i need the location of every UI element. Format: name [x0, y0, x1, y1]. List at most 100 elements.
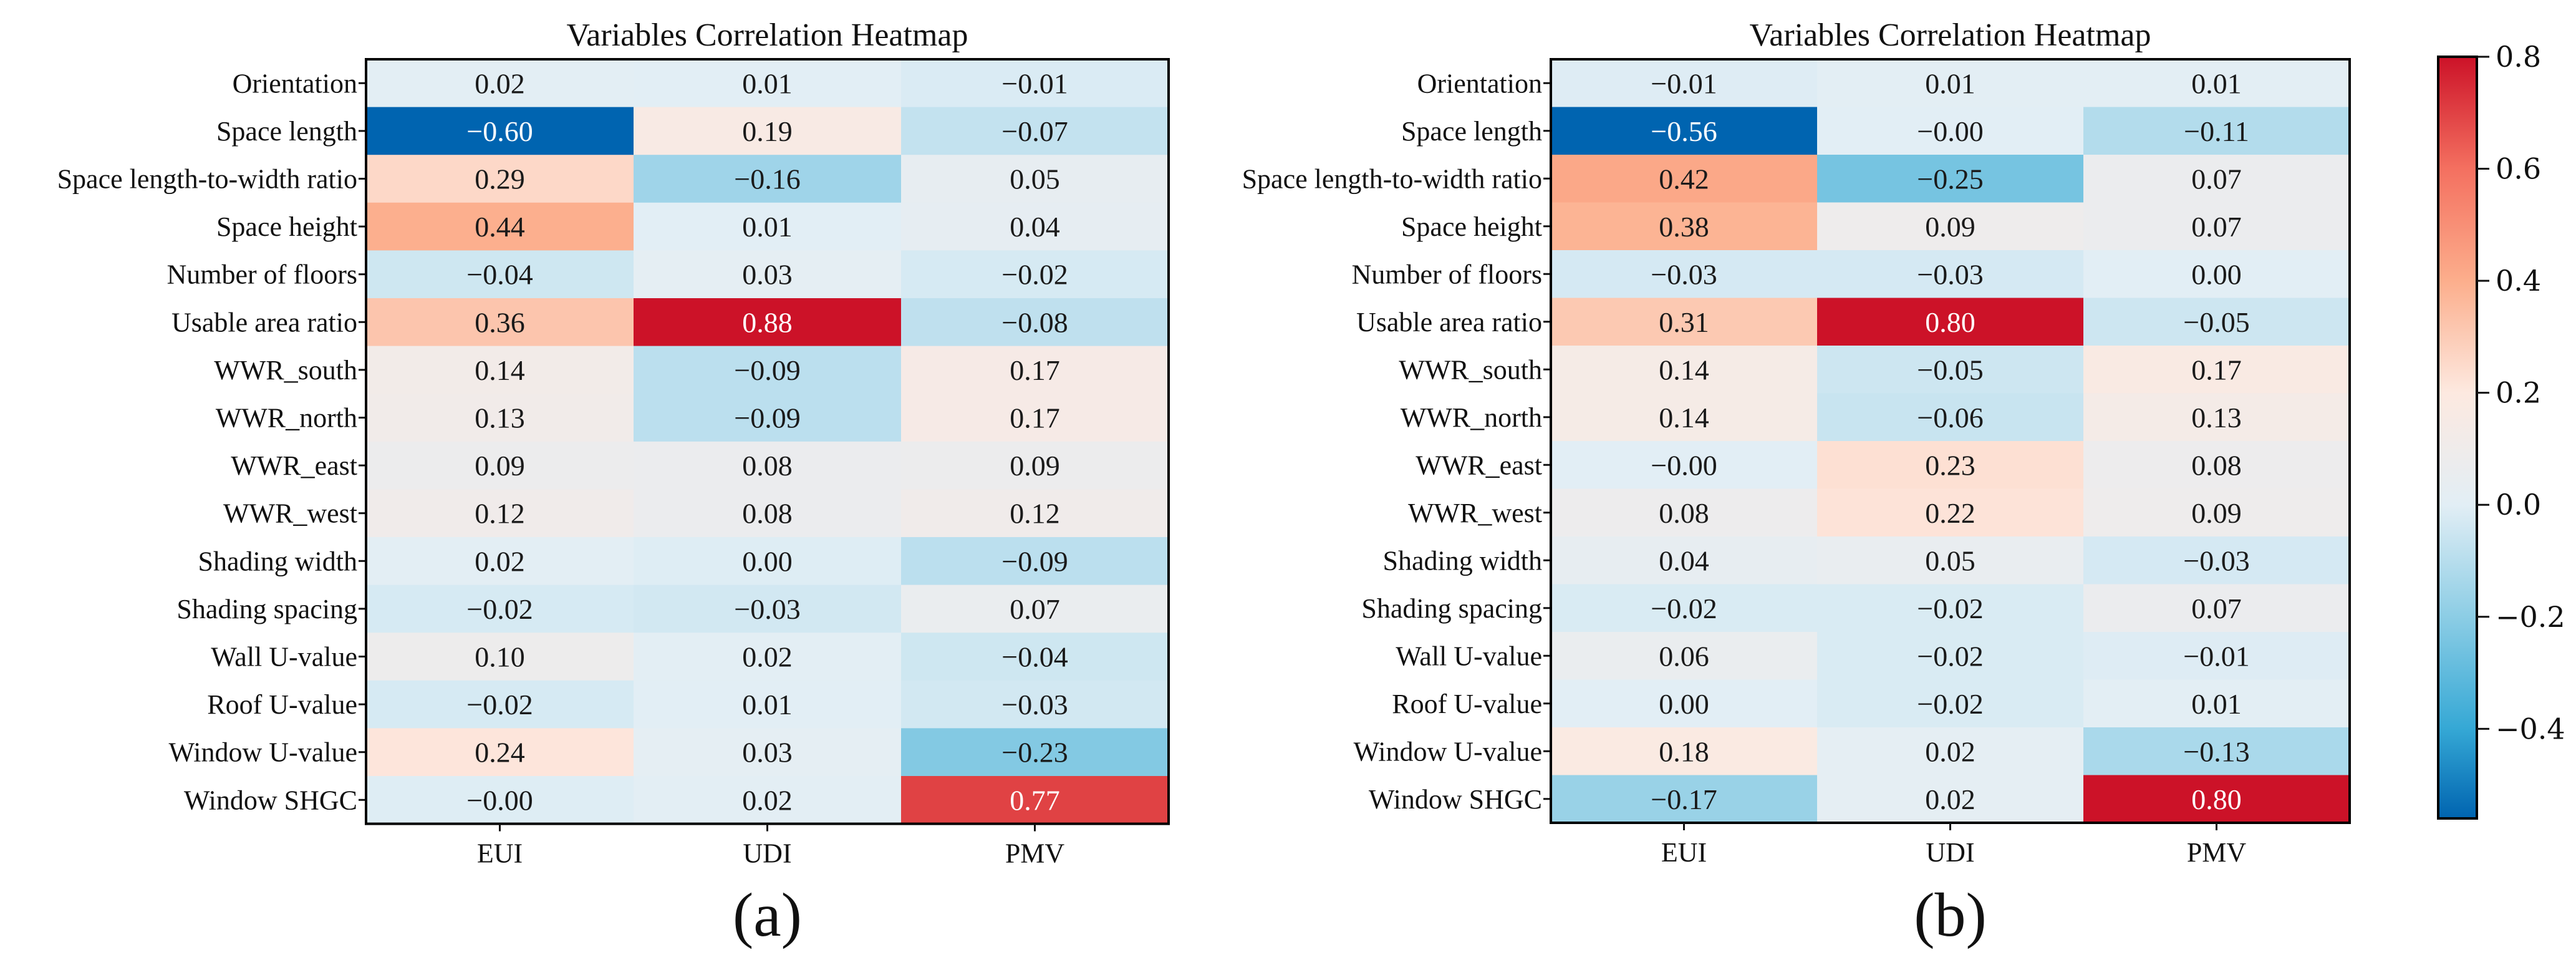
- row-label: Orientation: [1417, 68, 1542, 99]
- heatmap-cell: [1551, 107, 1818, 155]
- heatmap-cell: [901, 489, 1169, 538]
- heatmap-cell: [1551, 298, 1818, 346]
- cell-value-label: 0.07: [2191, 211, 2242, 243]
- heatmap-cell: [634, 633, 902, 681]
- heatmap-cell: [901, 728, 1169, 777]
- cell-value-label: 0.09: [475, 450, 525, 482]
- cell-value-label: 0.03: [742, 737, 793, 769]
- heatmap-cell: [1817, 202, 2084, 251]
- row-label: Usable area ratio: [1356, 307, 1542, 337]
- heatmap-cell: [2083, 727, 2350, 775]
- chart-title: Variables Correlation Heatmap: [567, 17, 968, 53]
- cell-value-label: 0.36: [475, 306, 525, 338]
- heatmap-cell: [1817, 536, 2084, 585]
- cell-value-label: 0.08: [2191, 449, 2242, 481]
- cell-value-label: 0.08: [1659, 497, 1709, 529]
- heatmap-cell: [634, 298, 902, 347]
- cell-value-label: −0.07: [1001, 115, 1068, 147]
- heatmap-cell: [1551, 679, 1818, 728]
- colorbar-tick-label: −0.2: [2496, 600, 2565, 634]
- heatmap-cell: [2083, 298, 2350, 346]
- cell-value-label: −0.06: [1917, 402, 1983, 434]
- row-label: WWR_west: [223, 498, 357, 529]
- cell-value-label: 0.01: [2191, 67, 2242, 99]
- heatmap-cell: [366, 107, 634, 155]
- heatmap-cell: [2083, 59, 2350, 107]
- heatmap-cell: [1817, 632, 2084, 680]
- colorbar-tick-label: 0.2: [2496, 376, 2541, 410]
- heatmap-cell: [901, 633, 1169, 681]
- cell-value-label: −0.09: [734, 354, 800, 386]
- cell-value-label: 0.02: [475, 67, 525, 99]
- row-label: Shading spacing: [1361, 593, 1542, 624]
- cell-value-label: 0.44: [475, 211, 525, 243]
- heatmap-cell: [366, 441, 634, 490]
- cell-value-label: 0.01: [742, 67, 793, 99]
- heatmap-cell: [2083, 775, 2350, 823]
- heatmap-cell: [1551, 488, 1818, 537]
- row-label: Space height: [216, 211, 357, 242]
- heatmap-cell: [1551, 584, 1818, 633]
- cell-value-label: −0.03: [1651, 258, 1717, 290]
- cell-value-label: −0.02: [466, 689, 533, 720]
- heatmap-cell: [901, 776, 1169, 825]
- cell-value-label: −0.17: [1651, 783, 1717, 815]
- heatmap-cell: [634, 250, 902, 299]
- heatmap-cell: [1817, 155, 2084, 203]
- cell-value-label: 0.31: [1659, 306, 1709, 338]
- row-label: WWR_south: [214, 355, 357, 386]
- heatmap-cell: [1817, 393, 2084, 442]
- heatmap-cell: [634, 728, 902, 777]
- cell-value-label: 0.06: [1659, 640, 1709, 672]
- cell-value-label: 0.00: [742, 545, 793, 577]
- row-label: Space length-to-width ratio: [57, 164, 357, 195]
- heatmap-cell: [1551, 536, 1818, 585]
- heatmap-cell: [2083, 441, 2350, 489]
- cell-value-label: 0.03: [742, 259, 793, 291]
- row-label: WWR_west: [1408, 498, 1542, 528]
- column-label: EUI: [1661, 837, 1707, 868]
- cell-value-label: 0.17: [2191, 354, 2242, 386]
- heatmap-cell: [901, 250, 1169, 299]
- heatmap-cell: [366, 155, 634, 203]
- cell-value-label: 0.14: [1659, 354, 1709, 386]
- heatmap-cell: [366, 776, 634, 825]
- heatmap-cell: [634, 346, 902, 394]
- heatmap-cell: [901, 107, 1169, 155]
- heatmap-cell: [1817, 250, 2084, 298]
- cell-value-label: 0.77: [1010, 784, 1060, 816]
- heatmap-cell: [1551, 346, 1818, 394]
- cell-value-label: −0.03: [1001, 689, 1068, 720]
- heatmap-cell: [1817, 679, 2084, 728]
- cell-value-label: 0.12: [1010, 498, 1060, 530]
- cell-value-label: −0.08: [1001, 306, 1068, 338]
- cell-value-label: 0.08: [742, 450, 793, 482]
- cell-value-label: 0.09: [1010, 450, 1060, 482]
- heatmap-cell: [1551, 775, 1818, 823]
- heatmap-cell: [2083, 632, 2350, 680]
- heatmap-panel-b: Variables Correlation Heatmap Orientation…: [1242, 17, 2351, 949]
- heatmap-cell: [634, 537, 902, 586]
- heatmap-cell: [2083, 202, 2350, 251]
- heatmap-cell: [366, 298, 634, 347]
- cell-value-label: 0.10: [475, 641, 525, 673]
- cell-value-label: 0.17: [1010, 354, 1060, 386]
- row-label: Roof U-value: [207, 689, 357, 720]
- cell-value-label: 0.22: [1925, 497, 1975, 529]
- heatmap-cell: [901, 346, 1169, 394]
- column-label: UDI: [1926, 837, 1974, 868]
- cell-value-label: 0.02: [742, 641, 793, 673]
- heatmap-cell: [634, 489, 902, 538]
- heatmap-cell: [366, 728, 634, 777]
- row-label: Window U-value: [169, 737, 357, 768]
- row-label: Window SHGC: [184, 785, 357, 815]
- heatmap-cell: [366, 585, 634, 633]
- cell-value-label: −0.25: [1917, 163, 1983, 195]
- panel-label: (b): [1914, 880, 1987, 949]
- heatmap-cell: [1817, 346, 2084, 394]
- cell-value-label: 0.02: [1925, 783, 1975, 815]
- heatmap-cell: [1817, 727, 2084, 775]
- colorbar-gradient: [2437, 56, 2478, 820]
- cell-value-label: 0.04: [1659, 545, 1709, 576]
- heatmap-cell: [634, 107, 902, 155]
